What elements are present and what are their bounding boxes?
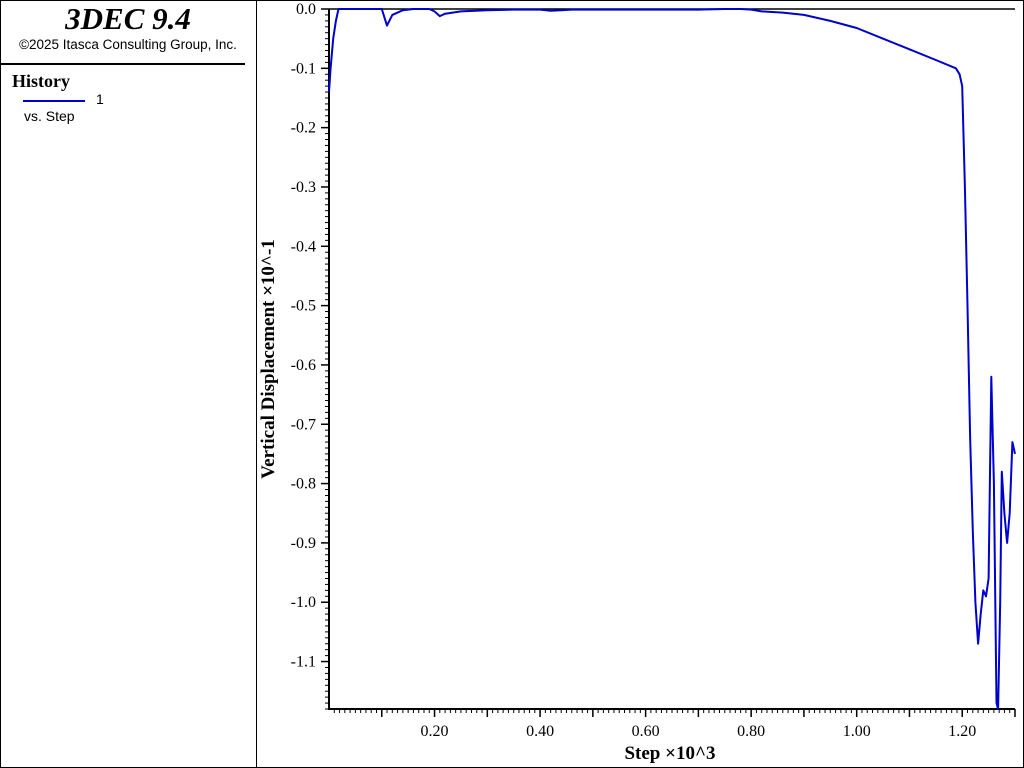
y-tick-label: -0.1	[291, 60, 316, 77]
x-tick-label: 1.00	[843, 723, 871, 740]
header-separator	[0, 63, 245, 65]
legend-series-label: 1	[96, 91, 104, 107]
x-tick-label: 0.60	[632, 723, 660, 740]
y-tick-label: -0.9	[291, 535, 316, 552]
plot-axes	[328, 8, 1015, 710]
y-tick-label: -0.2	[291, 120, 316, 137]
y-tick-label: 0.0	[296, 1, 316, 18]
copyright-text: ©2025 Itasca Consulting Group, Inc.	[19, 37, 237, 52]
x-tick-label: 0.80	[737, 723, 765, 740]
y-tick-label: -0.5	[291, 298, 316, 315]
y-tick-label: -1.0	[291, 594, 316, 611]
series-lines	[328, 8, 1016, 710]
legend-series-swatch	[23, 100, 85, 102]
x-axis-title: Step ×10^3	[624, 743, 715, 764]
y-axis-ticks: 0.0 -0.1 -0.2 -0.3 -0.4 -0.5 -0.6 -0.7 -0.8 -0.9 -…	[291, 1, 329, 710]
y-tick-label: -0.8	[291, 476, 316, 493]
series-line	[328, 8, 1016, 710]
y-tick-label: -0.6	[291, 357, 316, 374]
panel-divider	[256, 0, 257, 767]
x-tick-label: 0.20	[421, 723, 449, 740]
y-tick-label: -0.7	[291, 416, 316, 433]
y-axis-title: Vertical Displacement ×10^-1	[258, 239, 279, 479]
app-title: 3DEC 9.4	[65, 1, 191, 36]
legend-subtitle: vs. Step	[24, 108, 75, 124]
y-tick-label: -0.4	[291, 238, 316, 255]
y-tick-label: -1.1	[291, 654, 316, 671]
x-tick-label: 1.20	[948, 723, 976, 740]
legend-title: History	[12, 71, 70, 91]
y-tick-label: -0.3	[291, 179, 316, 196]
x-tick-label: 0.40	[526, 723, 554, 740]
x-axis-ticks: 0.20 0.40 0.60 0.80 1.00 1.20	[333, 709, 1016, 740]
